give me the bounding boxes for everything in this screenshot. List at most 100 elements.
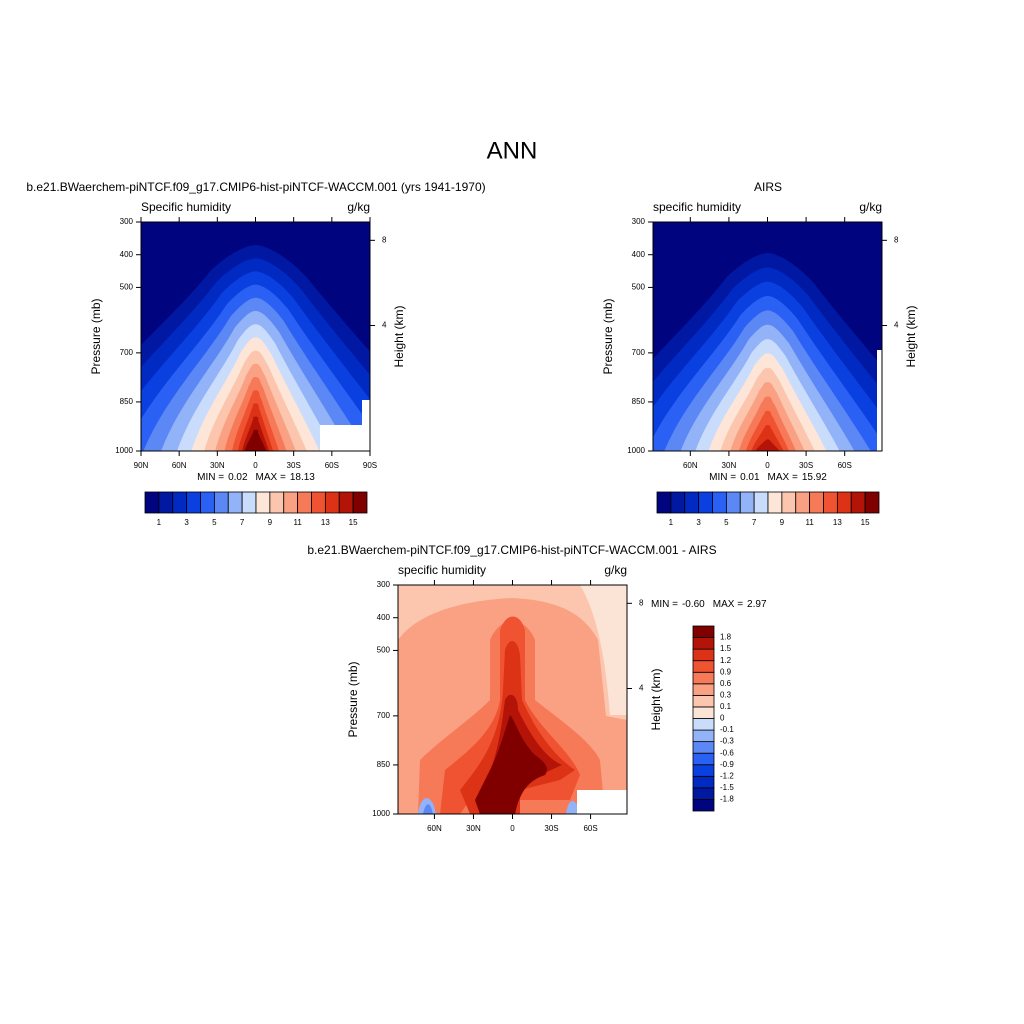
y-axis-label: Pressure (mb) [601,298,615,374]
colorbar-label: -1.2 [720,771,734,780]
colorbar-label: 7 [240,518,245,527]
colorbar-box [850,491,866,514]
colorbar-label: 1.5 [720,644,732,653]
min-max-part: MIN = [197,472,224,483]
contour-band [566,800,578,814]
x-tick-label: 30S [544,824,558,833]
y2-axis-label: Height (km) [649,668,663,730]
colorbar-box [836,491,852,514]
x-tick-label: 0 [510,824,515,833]
y-axis-label: Pressure (mb) [89,298,103,374]
y-tick-label: 700 [632,348,646,357]
colorbar-box [739,491,755,514]
figure-title: ANN [487,137,538,164]
min-max-part: 0.01 [740,472,760,483]
colorbar-box [692,660,715,673]
colorbar-box [692,752,715,766]
colorbar-box [692,706,715,719]
min-max-part: MIN = [651,599,678,610]
x-tick-label: 90S [363,461,377,470]
y-tick-label: 300 [632,217,646,226]
colorbar-box [712,491,727,514]
colorbar-box [186,491,201,514]
y-tick-label: 500 [632,283,646,292]
colorbar-box [692,718,715,731]
colorbar-box [698,491,713,514]
colorbar-label: 11 [805,518,814,527]
colorbar-box [795,491,811,514]
min-max-part: 18.13 [290,472,315,483]
right-string: g/kg [604,563,627,577]
missing-area [877,350,882,451]
colorbar-box [692,729,715,743]
colorbar-label: 3 [696,518,701,527]
x-tick-label: 0 [253,461,258,470]
colorbar-box [227,491,243,514]
x-tick-label: 60N [427,824,442,833]
colorbar-box [753,491,769,514]
colorbar-box [352,491,368,514]
colorbar-label: 9 [268,518,273,527]
colorbar-box [692,787,715,800]
y-tick-label: 850 [377,760,391,769]
y2-axis-label: Height (km) [392,305,406,367]
left-string: Specific humidity [141,200,231,214]
colorbar-box [692,671,715,685]
y-axis-label: Pressure (mb) [346,661,360,737]
min-max-part: MIN = [709,472,736,483]
y2-tick-label: 4 [639,684,644,693]
right-string: g/kg [859,200,882,214]
y-tick-label: 300 [377,580,391,589]
panel-title: b.e21.BWaerchem-piNTCF.f09_g17.CMIP6-his… [307,543,716,557]
y-tick-label: 400 [377,613,391,622]
missing-area [320,425,370,451]
x-tick-label: 30N [466,824,481,833]
colorbar-label: 1.8 [720,633,732,642]
colorbar-box [324,491,340,514]
y-tick-label: 500 [377,646,391,655]
colorbar-box [656,491,672,514]
colorbar-box [283,491,299,514]
contour-band [751,425,784,451]
colorbar-box [767,491,783,514]
colorbar-label: 1 [669,518,674,527]
y-tick-label: 700 [120,348,134,357]
missing-area [362,400,370,425]
colorbar-box [692,637,715,650]
x-tick-label: 60S [583,824,597,833]
min-max: MIN = 0.02 MAX = 18.13 [197,472,315,483]
contour-band [244,429,267,451]
y-tick-label: 850 [120,397,134,406]
colorbar-label: 11 [293,518,302,527]
colorbar-box [692,625,715,638]
colorbar-label: -1.8 [720,795,734,804]
y2-axis-label: Height (km) [904,305,918,367]
y-tick-label: 700 [377,711,391,720]
colorbar-label: 0.9 [720,667,732,676]
contour-fill [141,222,370,451]
colorbar-box [692,741,715,754]
contour-band [755,439,780,451]
colorbar-box [297,491,312,514]
x-tick-label: 60N [683,461,698,470]
colorbar-label: 3 [184,518,189,527]
y2-tick-label: 4 [382,321,387,330]
colorbar-label: 9 [780,518,785,527]
colorbar-label: 5 [212,518,217,527]
colorbar-box [158,491,174,514]
panel-title: b.e21.BWaerchem-piNTCF.f09_g17.CMIP6-his… [26,180,485,194]
x-tick-label: 60S [325,461,339,470]
x-tick-label: 0 [765,461,770,470]
colorbar-box [823,491,838,514]
colorbar-label: -0.6 [720,748,734,757]
y2-tick-label: 4 [894,321,899,330]
colorbar-label: 13 [833,518,842,527]
min-max-part: MAX = [768,472,798,483]
y-tick-label: 500 [120,283,134,292]
colorbar-box [684,491,700,514]
min-max-part: MAX = [256,472,286,483]
x-tick-label: 30N [722,461,737,470]
contour-fill [653,222,882,451]
min-max-part: 2.97 [747,599,767,610]
y2-tick-label: 8 [639,598,644,607]
